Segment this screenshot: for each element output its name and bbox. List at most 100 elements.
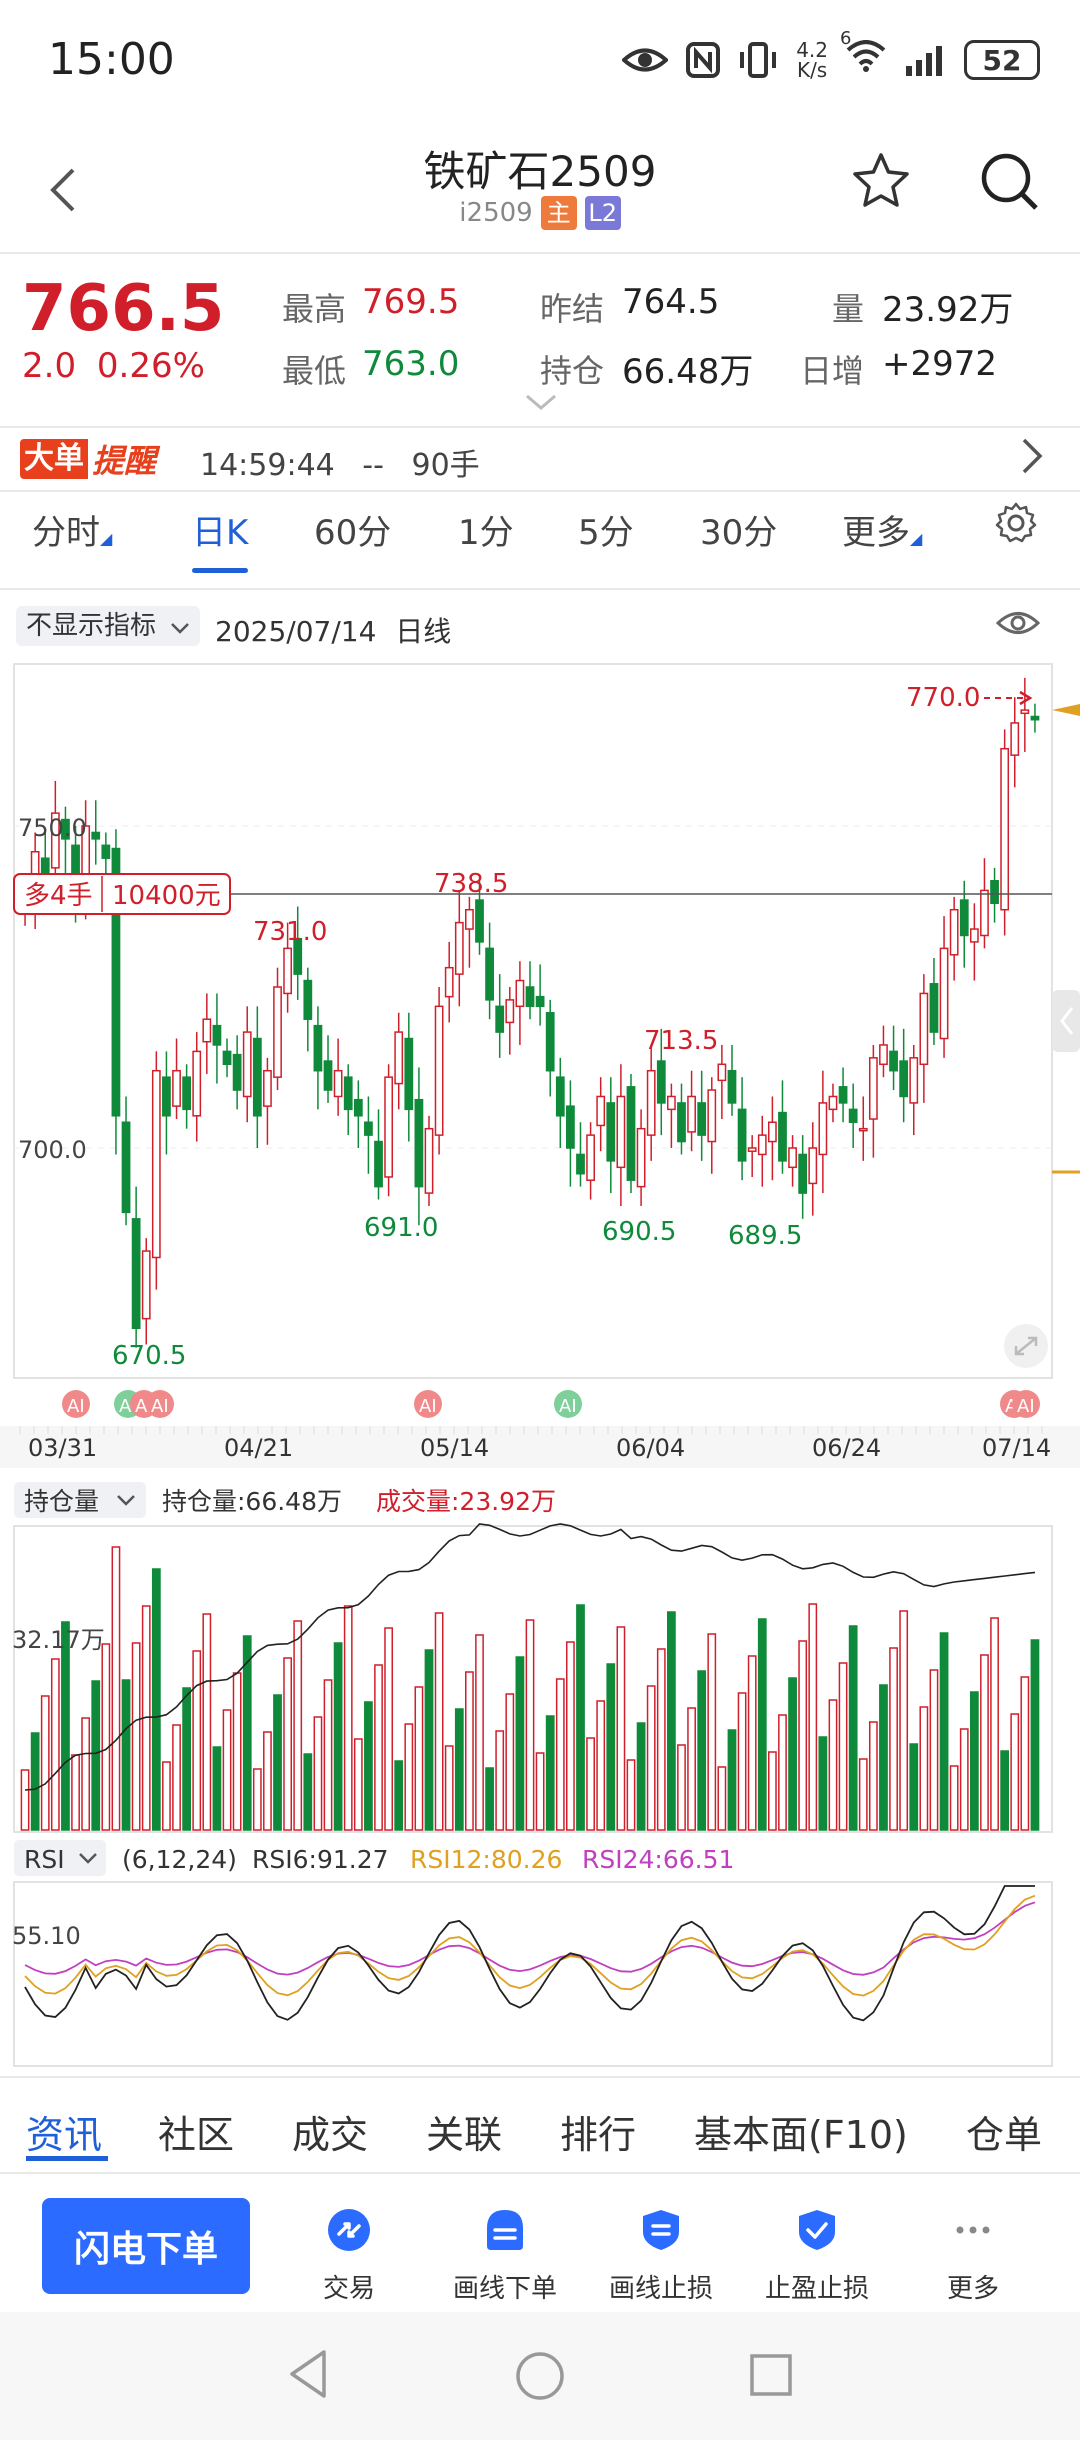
ai-badge-icon[interactable] <box>146 1390 174 1418</box>
dropdown-triangle-icon: ◢ <box>910 529 923 548</box>
prev-close-label: 昨结 <box>540 290 605 328</box>
volume-bar <box>40 1695 50 1831</box>
btab-fundamentals[interactable]: 基本面(F10) <box>694 2113 908 2157</box>
candle-body <box>1000 747 1010 911</box>
annotation-738-5: 738.5 <box>434 869 508 899</box>
volume-bar <box>667 1611 676 1831</box>
btab-ranking[interactable]: 排行 <box>560 2113 637 2157</box>
nav-back-icon[interactable] <box>286 2348 330 2400</box>
bottom-tabs-divider <box>0 2076 1080 2078</box>
volume-bars <box>20 1546 1040 1831</box>
candle-body <box>222 1050 232 1066</box>
volume-bar <box>889 1647 898 1831</box>
tab-60min[interactable]: 60分 <box>314 505 391 554</box>
candle-body <box>273 986 282 1078</box>
candle-body <box>434 1005 444 1136</box>
btab-community[interactable]: 社区 <box>158 2113 235 2157</box>
signal-icon <box>906 46 942 76</box>
ai-badge-icon[interactable] <box>414 1390 442 1418</box>
change-percent: 0.26% <box>96 346 205 386</box>
x-label-0421: 04/21 <box>224 1434 293 1462</box>
candle-body <box>667 1095 676 1111</box>
candle-body <box>465 908 474 930</box>
status-icons: 4.2 K/s 6 52 <box>622 28 1040 84</box>
candle-body <box>757 1134 767 1156</box>
tab-intraday-label: 分时 <box>32 513 100 553</box>
tab-intraday[interactable]: 分时◢ <box>32 505 112 554</box>
volume-indicator-select[interactable] <box>14 1482 146 1518</box>
nav-recents-icon[interactable] <box>748 2352 794 2398</box>
alert-dash: -- <box>362 448 384 483</box>
back-button[interactable] <box>32 150 92 230</box>
more-actions-button[interactable]: 更多 <box>898 2208 1048 2305</box>
volume-bar <box>576 1604 585 1831</box>
candle-body <box>101 844 111 859</box>
candle-body <box>151 1069 161 1259</box>
eye-icon <box>995 612 1041 634</box>
volume-bar <box>222 1709 232 1831</box>
tab-daily[interactable]: 日K <box>192 505 248 554</box>
position-tag-box[interactable] <box>13 873 231 915</box>
candle-body <box>747 1147 757 1152</box>
page-title: 铁矿石2509 <box>423 147 657 196</box>
volume-bar <box>384 1627 393 1831</box>
nav-home-icon[interactable] <box>514 2350 566 2402</box>
candle-body <box>626 1086 636 1181</box>
vibrate-icon <box>740 42 777 78</box>
volume-bar <box>747 1655 757 1831</box>
toggle-visibility-button[interactable] <box>995 608 1041 644</box>
btab-trades[interactable]: 成交 <box>292 2113 369 2157</box>
trade-button[interactable]: 交易 <box>274 2208 424 2305</box>
draw-stop-button[interactable]: 画线止损 <box>586 2208 736 2305</box>
btab-related[interactable]: 关联 <box>426 2113 503 2157</box>
block-order-alert[interactable] <box>0 432 1080 486</box>
candle-body <box>384 1076 393 1178</box>
candle-body <box>798 1153 808 1194</box>
chevron-down-icon <box>526 394 556 410</box>
take-profit-stop-button[interactable]: 止盈止损 <box>742 2208 892 2305</box>
candle-body <box>364 1121 373 1136</box>
draw-order-button[interactable]: 画线下单 <box>430 2208 580 2305</box>
ai-badge-icon[interactable] <box>62 1390 90 1418</box>
favorite-button[interactable] <box>850 150 920 220</box>
chart-settings-button[interactable] <box>994 501 1038 554</box>
last-price: 766.5 <box>22 272 225 346</box>
indicator-select[interactable]: 不显示指标 <box>16 606 201 646</box>
alert-arrow[interactable] <box>1020 436 1044 486</box>
candle-body <box>333 1069 343 1098</box>
draw-stop-label: 画线止损 <box>608 2274 713 2304</box>
candle-body <box>141 1250 151 1320</box>
ai-badge-icon[interactable] <box>554 1390 582 1418</box>
volume-bar <box>91 1680 101 1831</box>
volume-bar <box>242 1635 252 1831</box>
btab-news[interactable]: 资讯 <box>26 2113 103 2157</box>
alert-logo-b: 提醒 <box>92 442 157 480</box>
search-button[interactable] <box>978 150 1048 220</box>
flash-order-button[interactable]: 闪电下单 <box>42 2198 250 2294</box>
l2-tag: L2 <box>584 196 621 230</box>
ai-badge-icon[interactable] <box>1012 1390 1040 1418</box>
kline-chart-area[interactable]: 多4手 10400元 750.0 700.0 770.0 738.5 731.0… <box>0 660 1080 2070</box>
tab-more[interactable]: 更多◢ <box>842 505 922 554</box>
rsi-indicator-select[interactable] <box>14 1840 106 1876</box>
side-panel-handle[interactable] <box>1052 990 1080 1052</box>
volume-bar <box>303 1753 313 1831</box>
candle-body <box>485 947 494 1001</box>
expand-icon <box>1014 1336 1038 1356</box>
candle-body <box>838 1086 848 1104</box>
position-tag-label: 多4手 <box>24 881 93 911</box>
btab-warehouse-receipts[interactable]: 仓单 <box>966 2113 1043 2157</box>
volume-bar <box>636 1722 646 1831</box>
tab-1min[interactable]: 1分 <box>458 505 514 554</box>
rsi12-readout: RSI12:80.26 <box>410 1845 562 1874</box>
volume-bar <box>858 1758 868 1831</box>
chart-date-value: 2025/07/14 <box>215 615 377 648</box>
volume-bar <box>778 1714 787 1831</box>
expand-quote-button[interactable] <box>524 392 558 416</box>
x-ticks <box>19 1426 1043 1434</box>
volume-bar <box>394 1760 404 1831</box>
tab-5min[interactable]: 5分 <box>578 505 634 554</box>
tab-30min[interactable]: 30分 <box>700 505 777 554</box>
candle-body <box>475 899 484 943</box>
alert-size: 90手 <box>411 448 480 483</box>
